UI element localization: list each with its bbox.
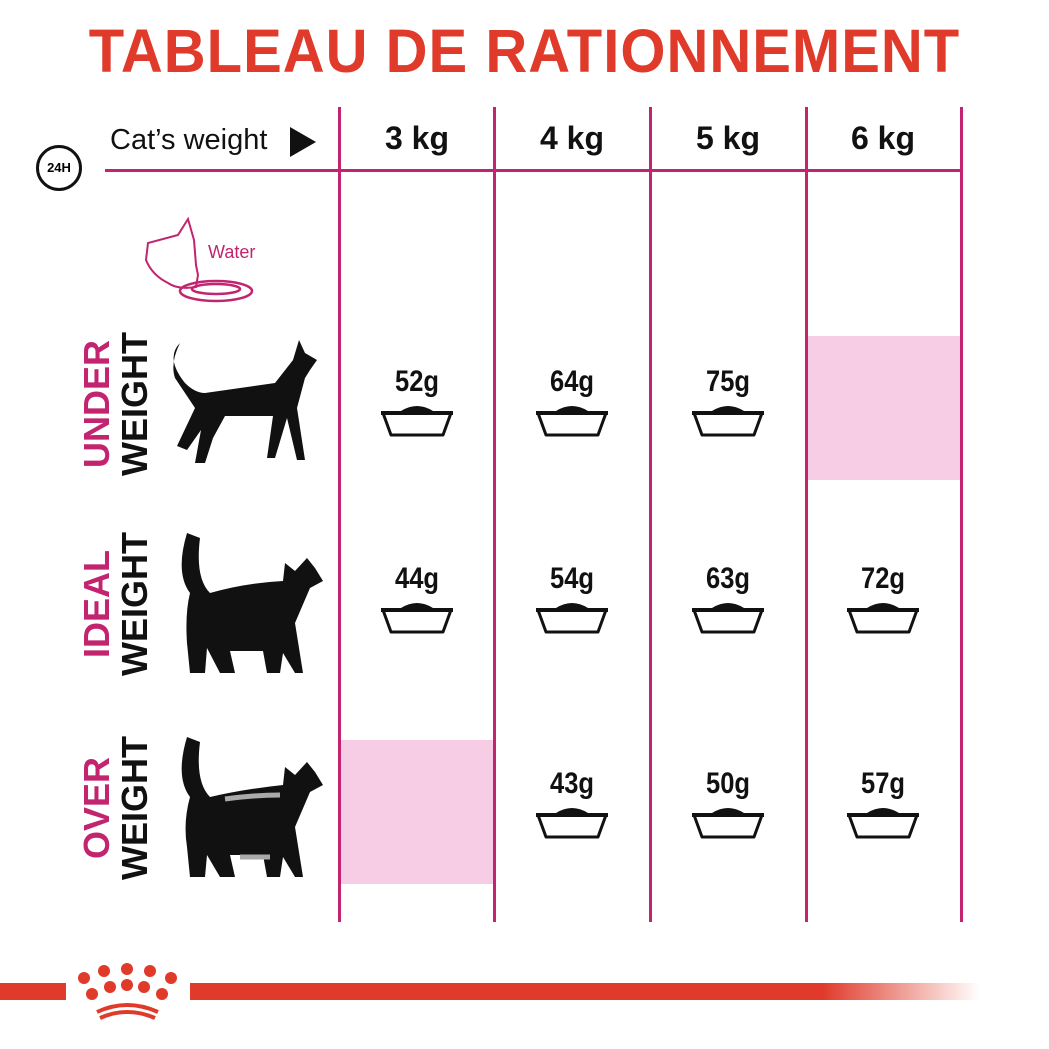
column-header: 6 kg [850, 120, 916, 156]
column-divider [649, 107, 652, 922]
column-divider [338, 107, 341, 922]
row-label-under: UNDER [76, 340, 117, 469]
royal-canin-crown-logo [78, 963, 177, 1020]
food-bowl-icon [536, 808, 608, 839]
ration-amount: 44g [395, 562, 439, 595]
row-label-weight: WEIGHT [114, 532, 155, 676]
column-divider [493, 107, 496, 922]
column-header: 4 kg [539, 120, 605, 156]
food-bowl-icon [692, 406, 764, 437]
ration-cell: 52g [342, 365, 492, 439]
food-bowl-icon [536, 406, 608, 437]
ration-amount: 75g [706, 365, 750, 398]
ration-amount: 54g [550, 562, 594, 595]
ration-amount: 63g [706, 562, 750, 595]
ration-amount: 43g [550, 767, 594, 800]
page-title: TABLEAU DE RATIONNEMENT [88, 17, 961, 86]
food-bowl-icon [381, 603, 453, 634]
column-divider [960, 107, 963, 922]
cat-underweight-icon [173, 340, 317, 463]
food-bowl-icon [536, 603, 608, 634]
brand-stripe [190, 983, 980, 1000]
ration-amount: 64g [550, 365, 594, 398]
row-label-weight: WEIGHT [114, 736, 155, 880]
ration-cell: 72g [808, 562, 958, 636]
food-bowl-icon [692, 603, 764, 634]
row-label-ideal: IDEAL [76, 550, 117, 658]
arrow-right-icon [290, 127, 316, 157]
cat-ideal-icon [181, 533, 323, 673]
column-header: 3 kg [384, 120, 450, 156]
ration-cell: 44g [342, 562, 492, 636]
water-label: Water [208, 242, 256, 262]
food-bowl-icon [692, 808, 764, 839]
ration-amount: 72g [861, 562, 905, 595]
ration-cell: 54g [497, 562, 647, 636]
row-label-weight: WEIGHT [114, 332, 155, 476]
cats-weight-label: Cat’s weight [110, 124, 268, 156]
ration-amount: 52g [395, 365, 439, 398]
ration-cell: 63g [653, 562, 803, 636]
row-label-over: OVER [76, 756, 117, 860]
empty-cell [341, 740, 493, 884]
brand-stripe [0, 983, 66, 1000]
food-bowl-icon [847, 808, 919, 839]
cat-drinking-water-icon [144, 216, 254, 303]
ration-cell: 57g [808, 767, 958, 841]
column-header: 5 kg [695, 120, 761, 156]
ration-cell: 50g [653, 767, 803, 841]
ration-cell: 75g [653, 365, 803, 439]
clock-24h-icon: 24H [36, 145, 82, 191]
ration-amount: 57g [861, 767, 905, 800]
ration-cell: 43g [497, 767, 647, 841]
ration-amount: 50g [706, 767, 750, 800]
column-divider [805, 107, 808, 922]
food-bowl-icon [847, 603, 919, 634]
empty-cell [808, 336, 960, 480]
food-bowl-icon [381, 406, 453, 437]
ration-cell: 64g [497, 365, 647, 439]
header-divider [105, 169, 962, 172]
cat-overweight-icon [181, 737, 323, 877]
